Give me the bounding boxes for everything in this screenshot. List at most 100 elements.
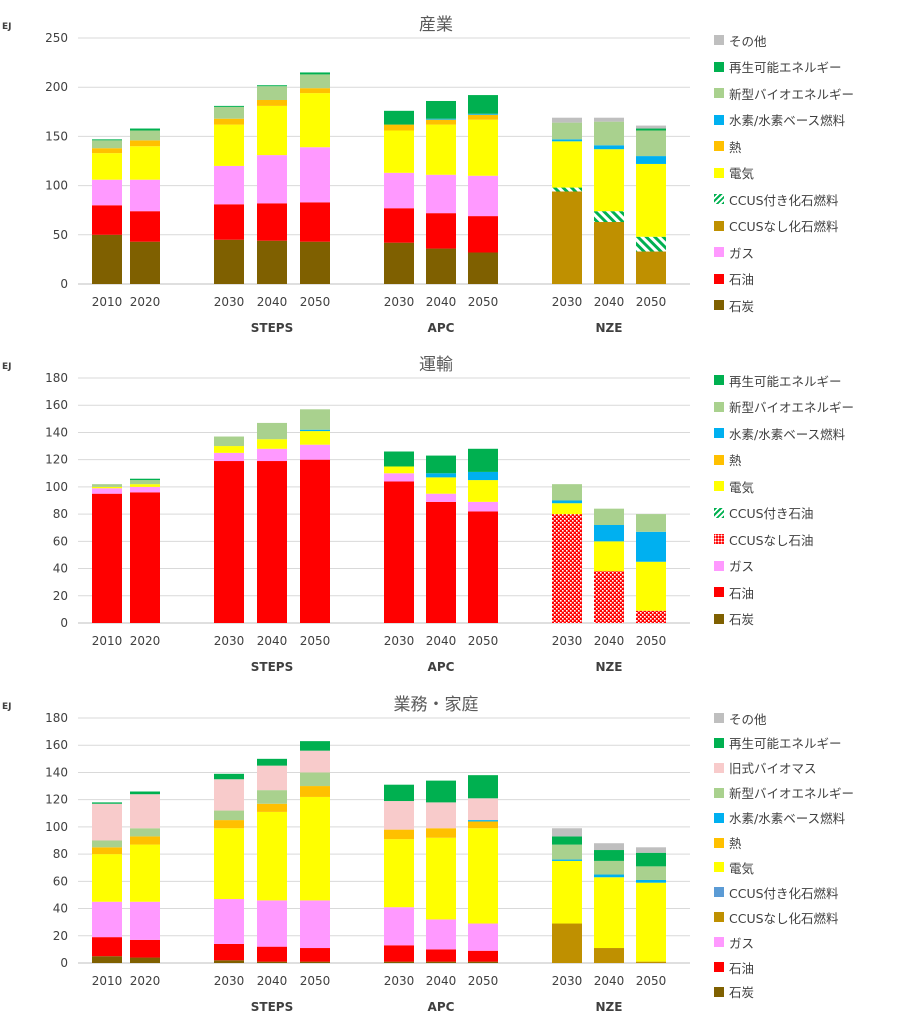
legend-swatch bbox=[714, 613, 724, 624]
legend-label: 水素/水素ベース燃料 bbox=[729, 426, 846, 442]
bar-segment bbox=[594, 508, 624, 525]
bar-segment bbox=[214, 105, 244, 107]
group-label: APC bbox=[428, 660, 455, 674]
x-tick-label: 2010 bbox=[92, 974, 123, 988]
legend-label: 再生可能エネルギー bbox=[729, 60, 842, 75]
bar-segment bbox=[594, 874, 624, 878]
bar-segment bbox=[468, 113, 498, 115]
bar-segment bbox=[594, 948, 624, 963]
chart-title: 業務・家庭 bbox=[394, 695, 479, 715]
bar-segment bbox=[552, 503, 582, 515]
x-tick-label: 2040 bbox=[426, 974, 457, 988]
bar-segment bbox=[257, 240, 287, 284]
bar-segment bbox=[426, 100, 456, 119]
legend-item: 旧式バイオマス bbox=[714, 760, 817, 776]
legend-label: 旧式バイオマス bbox=[729, 761, 817, 777]
legend-swatch bbox=[714, 141, 724, 151]
legend-item: ガス bbox=[714, 934, 754, 951]
bar-segment bbox=[468, 448, 498, 472]
x-tick-label: 2040 bbox=[594, 974, 625, 988]
legend-label: その他 bbox=[729, 711, 767, 727]
bar-segment bbox=[636, 879, 666, 883]
bar-segment bbox=[636, 561, 666, 611]
bar-segment bbox=[594, 850, 624, 861]
group-label: NZE bbox=[596, 660, 623, 674]
bar-segment bbox=[92, 840, 122, 848]
legend-swatch bbox=[714, 273, 724, 284]
legend-swatch bbox=[714, 737, 724, 748]
y-tick-label: 60 bbox=[53, 874, 68, 888]
bar-segment bbox=[468, 950, 498, 962]
bar-segment bbox=[384, 481, 414, 623]
bar-segment bbox=[130, 484, 160, 487]
bar-segment bbox=[130, 836, 160, 845]
x-tick-label: 2030 bbox=[552, 974, 583, 988]
bar-segment bbox=[92, 937, 122, 957]
legend-swatch bbox=[714, 61, 724, 72]
bar-segment bbox=[214, 452, 244, 462]
legend-item: 再生可能エネルギー bbox=[714, 59, 842, 75]
bar-segment bbox=[468, 511, 498, 623]
y-tick-label: 180 bbox=[45, 371, 68, 385]
bar-segment bbox=[552, 141, 582, 188]
legend-label: 石油 bbox=[729, 272, 755, 287]
bar-segment bbox=[300, 444, 330, 460]
legend-swatch bbox=[714, 762, 724, 773]
bar-segment bbox=[257, 448, 287, 462]
bar-segment bbox=[130, 791, 160, 795]
bar-segment bbox=[594, 877, 624, 949]
legend-item: 石油 bbox=[714, 959, 754, 976]
bar-segment bbox=[214, 461, 244, 623]
bar-segment bbox=[257, 900, 287, 947]
group-label: STEPS bbox=[251, 660, 293, 674]
bar-segment bbox=[130, 241, 160, 284]
legend-swatch bbox=[714, 560, 724, 571]
legend-swatch bbox=[714, 507, 724, 518]
legend-swatch bbox=[714, 481, 724, 491]
bar-segment bbox=[92, 153, 122, 180]
bar-segment bbox=[257, 946, 287, 962]
bar-segment bbox=[468, 95, 498, 114]
y-tick-label: 160 bbox=[45, 738, 68, 752]
legend-item: 石油 bbox=[714, 271, 754, 287]
x-tick-label: 2030 bbox=[214, 634, 245, 648]
bar-segment bbox=[214, 118, 244, 125]
bar-segment bbox=[257, 811, 287, 901]
legend-item: 熱 bbox=[714, 452, 742, 468]
x-tick-label: 2040 bbox=[594, 634, 625, 648]
y-tick-label: 250 bbox=[45, 31, 68, 45]
x-tick-label: 2050 bbox=[636, 634, 667, 648]
bar-segment bbox=[384, 208, 414, 243]
bar-segment bbox=[92, 802, 122, 804]
bar-segment bbox=[426, 949, 456, 962]
y-tick-label: 180 bbox=[45, 711, 68, 725]
bar-segment bbox=[257, 765, 287, 791]
y-tick-label: 140 bbox=[45, 765, 68, 779]
legend-item: 水素/水素ベース燃料 bbox=[714, 810, 845, 826]
bar-segment bbox=[300, 948, 330, 962]
chart-industry: 産業 0 50 100 150 200 250 2010 2020 2030 2040 2050 203… bbox=[45, 15, 690, 335]
bar-segment bbox=[384, 242, 414, 284]
bar-segment bbox=[636, 531, 666, 562]
x-tick-label: 2040 bbox=[426, 295, 457, 309]
bar-segment bbox=[426, 118, 456, 120]
legend-swatch bbox=[714, 713, 724, 723]
y-tick-label: 150 bbox=[45, 129, 68, 143]
bar-segment bbox=[636, 128, 666, 131]
bar-segment bbox=[130, 478, 160, 481]
bar-segment bbox=[552, 187, 582, 192]
legend-label: ガス bbox=[729, 559, 755, 574]
bar-segment bbox=[468, 216, 498, 253]
x-tick-label: 2010 bbox=[92, 295, 123, 309]
legend-swatch bbox=[714, 862, 724, 873]
bar-segment bbox=[130, 901, 160, 940]
bar-segment bbox=[594, 145, 624, 150]
bar-segment bbox=[257, 99, 287, 106]
bar-segment bbox=[636, 163, 666, 237]
bar-segment bbox=[257, 803, 287, 812]
legend-swatch bbox=[714, 88, 724, 98]
y-tick-label: 0 bbox=[60, 616, 68, 630]
legend-swatch bbox=[714, 247, 724, 257]
y-tick-label: 100 bbox=[45, 480, 68, 494]
bar-segment bbox=[594, 843, 624, 851]
